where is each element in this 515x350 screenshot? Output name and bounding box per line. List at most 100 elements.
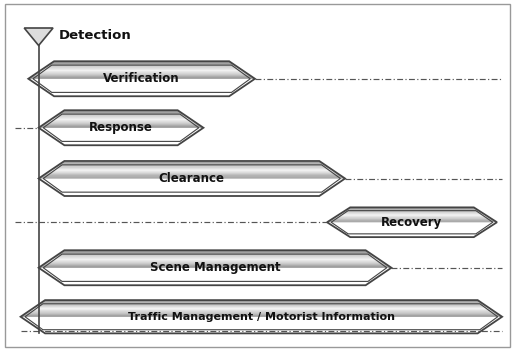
- Text: Traffic Management / Motorist Information: Traffic Management / Motorist Informatio…: [128, 312, 395, 322]
- Text: Detection: Detection: [59, 29, 131, 42]
- Text: Clearance: Clearance: [159, 172, 225, 185]
- Polygon shape: [48, 261, 382, 262]
- Polygon shape: [50, 259, 380, 260]
- Polygon shape: [57, 115, 185, 116]
- Polygon shape: [41, 125, 201, 126]
- Polygon shape: [45, 262, 385, 263]
- Polygon shape: [54, 116, 188, 117]
- Polygon shape: [340, 213, 484, 214]
- Text: Verification: Verification: [104, 72, 180, 85]
- Polygon shape: [42, 175, 341, 176]
- Polygon shape: [347, 209, 477, 210]
- Polygon shape: [40, 126, 202, 127]
- Polygon shape: [332, 218, 492, 219]
- Polygon shape: [335, 216, 489, 217]
- Polygon shape: [54, 256, 376, 257]
- Polygon shape: [40, 70, 243, 71]
- Polygon shape: [44, 174, 340, 175]
- Text: Scene Management: Scene Management: [150, 261, 280, 274]
- Polygon shape: [23, 314, 500, 315]
- Polygon shape: [58, 164, 325, 166]
- Polygon shape: [32, 75, 251, 76]
- Polygon shape: [59, 113, 183, 114]
- Polygon shape: [62, 111, 180, 112]
- Polygon shape: [58, 254, 372, 255]
- Polygon shape: [28, 311, 495, 312]
- Polygon shape: [54, 167, 330, 168]
- Polygon shape: [328, 221, 496, 222]
- Polygon shape: [53, 168, 331, 169]
- Polygon shape: [38, 304, 485, 305]
- Polygon shape: [34, 307, 489, 308]
- Polygon shape: [39, 127, 203, 128]
- Polygon shape: [43, 301, 480, 302]
- Polygon shape: [52, 169, 332, 170]
- Polygon shape: [62, 162, 322, 163]
- Polygon shape: [55, 166, 329, 167]
- Polygon shape: [339, 214, 485, 215]
- Polygon shape: [41, 265, 389, 266]
- Polygon shape: [21, 316, 502, 317]
- Polygon shape: [49, 260, 381, 261]
- Polygon shape: [39, 267, 391, 268]
- Polygon shape: [41, 302, 482, 303]
- Polygon shape: [30, 309, 492, 310]
- Polygon shape: [29, 310, 493, 311]
- Polygon shape: [60, 163, 323, 164]
- Polygon shape: [25, 313, 497, 314]
- Polygon shape: [40, 177, 344, 178]
- Polygon shape: [44, 263, 386, 264]
- Polygon shape: [39, 303, 484, 304]
- Polygon shape: [45, 173, 339, 174]
- Polygon shape: [53, 117, 190, 118]
- Polygon shape: [348, 208, 476, 209]
- Polygon shape: [47, 172, 336, 173]
- Polygon shape: [58, 114, 184, 115]
- Polygon shape: [49, 64, 234, 65]
- Polygon shape: [349, 207, 475, 208]
- Polygon shape: [30, 77, 253, 78]
- Polygon shape: [36, 73, 247, 74]
- Polygon shape: [40, 266, 390, 267]
- Polygon shape: [37, 305, 486, 306]
- Polygon shape: [334, 217, 490, 218]
- Polygon shape: [35, 306, 487, 307]
- Polygon shape: [49, 120, 193, 121]
- Polygon shape: [42, 264, 387, 265]
- Polygon shape: [50, 170, 334, 171]
- Polygon shape: [59, 253, 371, 254]
- Polygon shape: [31, 308, 491, 309]
- Polygon shape: [50, 119, 192, 120]
- Polygon shape: [37, 72, 246, 73]
- Polygon shape: [24, 28, 53, 46]
- Polygon shape: [62, 251, 368, 252]
- Polygon shape: [63, 250, 367, 251]
- Polygon shape: [60, 112, 182, 113]
- Polygon shape: [42, 124, 200, 125]
- Polygon shape: [52, 258, 379, 259]
- Text: Recovery: Recovery: [382, 216, 442, 229]
- Polygon shape: [31, 76, 252, 77]
- Polygon shape: [39, 71, 245, 72]
- Polygon shape: [343, 211, 481, 212]
- Polygon shape: [28, 78, 255, 79]
- Polygon shape: [27, 312, 496, 313]
- Polygon shape: [45, 122, 197, 124]
- Polygon shape: [60, 252, 369, 253]
- Polygon shape: [35, 74, 248, 75]
- Polygon shape: [331, 219, 493, 220]
- Polygon shape: [42, 68, 241, 69]
- Polygon shape: [341, 212, 483, 213]
- Polygon shape: [52, 62, 232, 63]
- Polygon shape: [45, 66, 238, 67]
- Polygon shape: [53, 257, 377, 258]
- Polygon shape: [52, 118, 191, 119]
- Polygon shape: [345, 210, 479, 211]
- Polygon shape: [330, 220, 494, 221]
- Polygon shape: [47, 121, 195, 122]
- FancyBboxPatch shape: [5, 4, 510, 346]
- Text: Response: Response: [89, 121, 153, 134]
- Polygon shape: [44, 67, 239, 68]
- Polygon shape: [337, 215, 487, 216]
- Polygon shape: [41, 69, 242, 70]
